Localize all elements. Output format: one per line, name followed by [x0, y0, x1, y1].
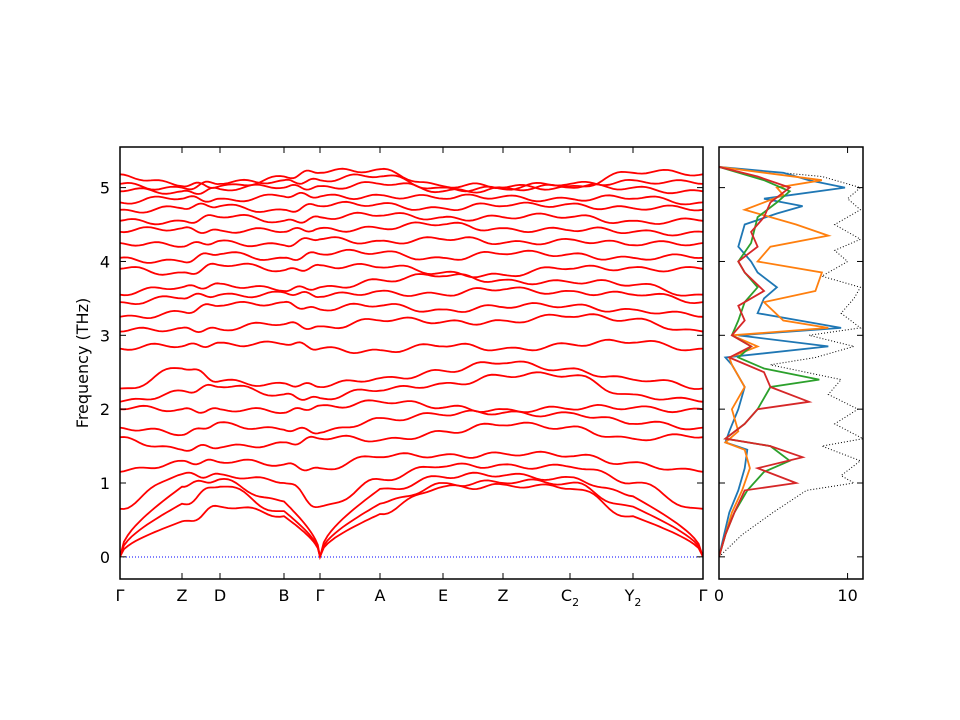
phonon-band-line: [120, 173, 703, 193]
phonon-band-line: [120, 192, 703, 206]
dos-x-tick-label: 10: [837, 586, 857, 605]
phonon-band-line: [120, 286, 703, 306]
dos-x-tick-label: 0: [714, 586, 724, 605]
phonon-band-line: [120, 409, 703, 437]
phonon-band-line: [120, 200, 703, 214]
phonon-band-line: [120, 221, 703, 237]
phonon-band-line: [120, 211, 703, 226]
x-tick-label: E: [438, 586, 448, 605]
phonon-band-line: [120, 313, 703, 334]
dos-axes-frame: [718, 146, 864, 580]
x-tick-subscript: 2: [572, 596, 579, 609]
partial-dos-line: [719, 166, 832, 558]
x-tick-label: Γ: [316, 586, 325, 605]
phonon-band-line: [120, 450, 703, 473]
y-tick-label: 2: [100, 400, 110, 419]
x-tick-subscript: 2: [634, 596, 641, 609]
phonon-band-line: [120, 273, 703, 297]
x-tick-label: Z: [498, 586, 509, 605]
dos-curves: [719, 166, 863, 558]
x-tick-label: Γ: [699, 586, 708, 605]
band-y-ticks: 0 1 2 3 4 5: [100, 179, 703, 567]
band-x-ticks: Γ Z D B Γ A E Z C2 Y2 Γ: [116, 147, 708, 609]
phonon-band-line: [120, 338, 703, 355]
y-tick-label: 4: [100, 252, 110, 271]
x-tick-label: A: [375, 586, 386, 605]
partial-dos-line: [719, 166, 813, 558]
phonon-band-line: [120, 471, 703, 558]
band-axes-frame: [119, 146, 704, 580]
total-dos-line: [719, 166, 863, 558]
phonon-band-line: [120, 181, 703, 195]
y-axis-label: Frequency (THz): [73, 298, 92, 428]
phonon-bands: [120, 167, 703, 561]
phonon-band-line: [120, 478, 703, 561]
dos-y-ticks: [719, 187, 863, 558]
y-tick-label: 1: [100, 474, 110, 493]
phonon-band-line: [120, 421, 703, 452]
phonon-band-line: [120, 360, 703, 390]
phonon-band-line: [120, 248, 703, 264]
phonon-band-line: [120, 371, 703, 403]
phonon-band-line: [120, 262, 703, 279]
phonon-band-line: [120, 482, 703, 560]
dos-panel: 0 10: [714, 146, 864, 605]
phonon-band-line: [120, 462, 703, 510]
phonon-band-line: [120, 167, 703, 191]
x-tick-label: D: [214, 586, 226, 605]
y-tick-label: 5: [100, 179, 110, 198]
x-tick-label: B: [279, 586, 290, 605]
x-tick-label: Γ: [116, 586, 125, 605]
y-tick-label: 3: [100, 326, 110, 345]
phonon-band-line: [120, 300, 703, 320]
phonon-band-line: [120, 399, 703, 415]
x-tick-label: Z: [177, 586, 188, 605]
phonon-band-line: [120, 236, 703, 248]
y-tick-label: 0: [100, 548, 110, 567]
